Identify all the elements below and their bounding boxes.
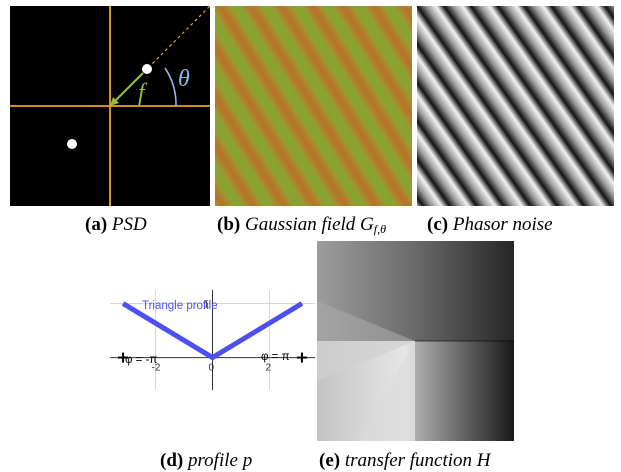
psd-dot-lower [67, 139, 77, 149]
transfer-function-image [317, 241, 514, 441]
end-marker-0 [118, 352, 129, 363]
caption-e: (e) transfer function H [319, 450, 491, 472]
profile-chart: -2 0 2 1 Triangle profile φ = -π φ = π [110, 290, 315, 390]
profile-markers [118, 352, 307, 363]
gaussian-field-image [215, 6, 412, 206]
caption-b: (b) Gaussian field Gf,θ [217, 214, 386, 240]
f-arrow-head [110, 97, 119, 106]
phasor-noise-image [417, 6, 614, 206]
theta-symbol: θ [178, 66, 190, 92]
panel-b-gaussian-field [215, 6, 412, 206]
caption-d-text: profile [187, 450, 238, 471]
caption-b-symbol: G [360, 214, 374, 235]
psd-plot: f θ [10, 6, 210, 206]
panel-d-profile-chart: -2 0 2 1 Triangle profile φ = -π φ = π [105, 285, 320, 395]
phasor-noise-texture [417, 6, 614, 206]
x-tick-label: 0 [209, 363, 215, 374]
profile-ticks: -2 0 2 1 [152, 300, 272, 374]
psd-dot-upper [142, 64, 152, 74]
x-tick-label: 2 [265, 363, 271, 374]
panel-c-phasor-noise [417, 6, 614, 206]
caption-e-text: transfer function [344, 450, 473, 471]
caption-c: (c) Phasor noise [427, 214, 553, 236]
caption-b-subscript: f,θ [373, 222, 387, 236]
panel-a-psd: f θ [10, 6, 210, 206]
caption-a-text: PSD [111, 214, 147, 235]
caption-a: (a) PSD [85, 214, 147, 236]
caption-d-symbol: p [242, 450, 253, 471]
f-symbol: f [138, 80, 148, 106]
annotation-plus-pi: φ = π [261, 351, 290, 363]
caption-b-label: (b) [217, 214, 241, 235]
annotation-minus-pi: φ = -π [125, 354, 157, 366]
tf-shade-bottom [357, 341, 415, 441]
x-tick-label: -2 [152, 363, 161, 374]
caption-d: (d) profile p [160, 450, 252, 472]
profile-title: Triangle profile [142, 300, 218, 312]
gaussian-field-texture [215, 6, 412, 206]
tf-shade-left-down [317, 341, 415, 381]
end-marker-1 [296, 352, 307, 363]
caption-a-label: (a) [85, 214, 108, 235]
y-tick-label: 1 [204, 300, 210, 311]
gaussian-field-tint [215, 6, 412, 206]
caption-e-label: (e) [319, 450, 341, 471]
caption-e-symbol: H [476, 450, 491, 471]
profile-series [121, 301, 304, 361]
theta-arc [164, 67, 177, 107]
f-arrow [112, 72, 144, 104]
tf-shade-right-down [415, 341, 514, 441]
tf-shade-left-up [317, 301, 415, 341]
panel-e-transfer-function [317, 241, 514, 441]
caption-c-text: Phasor noise [452, 214, 553, 235]
caption-b-text: Gaussian field [244, 214, 356, 235]
caption-c-label: (c) [427, 214, 449, 235]
caption-d-label: (d) [160, 450, 184, 471]
